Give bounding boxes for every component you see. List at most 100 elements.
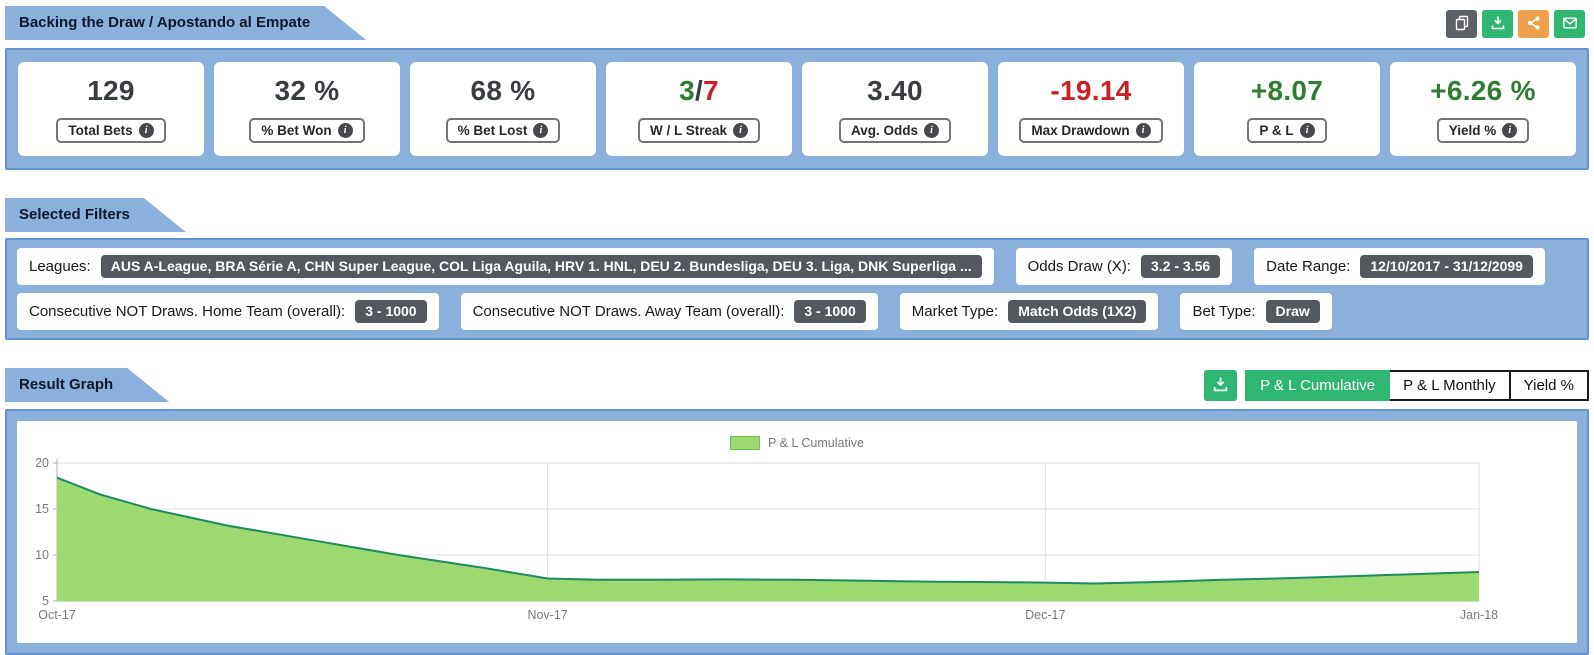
stat-label: % Bet Lost <box>457 123 528 138</box>
info-icon[interactable]: i <box>533 123 549 138</box>
filter-label: Consecutive NOT Draws. Home Team (overal… <box>29 303 346 320</box>
filter-consecutive-not-draws-away: Consecutive NOT Draws. Away Team (overal… <box>460 293 878 330</box>
filter-value-badge: 3 - 1000 <box>794 299 866 324</box>
share-icon <box>1526 15 1542 34</box>
filter-value-badge: 12/10/2017 - 31/12/2099 <box>1360 254 1533 279</box>
share-button[interactable] <box>1518 10 1549 38</box>
filter-value-badge: 3.2 - 3.56 <box>1140 254 1221 279</box>
header-actions <box>1446 10 1585 38</box>
filter-label: Odds Draw (X): <box>1027 258 1131 275</box>
svg-text:Oct-17: Oct-17 <box>38 608 76 622</box>
filter-value-badge: Draw <box>1265 299 1320 324</box>
filter-value-badge: AUS A-League, BRA Série A, CHN Super Lea… <box>100 254 982 279</box>
stat-card-total-bets: 129 Total Bets i <box>18 62 204 156</box>
info-icon[interactable]: i <box>1502 123 1518 138</box>
filter-bet-type: Bet Type: Draw <box>1180 293 1332 330</box>
svg-text:Jan-18: Jan-18 <box>1460 608 1498 622</box>
svg-text:5: 5 <box>42 594 49 608</box>
email-icon <box>1562 15 1578 34</box>
filters-band: Leagues: AUS A-League, BRA Série A, CHN … <box>5 238 1589 340</box>
svg-text:Dec-17: Dec-17 <box>1025 608 1065 622</box>
stat-label: W / L Streak <box>649 123 728 138</box>
tab-pnl-monthly[interactable]: P & L Monthly <box>1388 370 1511 401</box>
download-icon <box>1490 15 1506 34</box>
email-button[interactable] <box>1554 10 1585 38</box>
legend-label: P & L Cumulative <box>768 436 864 450</box>
filter-odds-draw: Odds Draw (X): 3.2 - 3.56 <box>1015 248 1233 285</box>
stat-label: Yield % <box>1448 123 1497 138</box>
filter-date-range: Date Range: 12/10/2017 - 31/12/2099 <box>1254 248 1545 285</box>
filter-label: Market Type: <box>911 303 999 320</box>
stat-value: 3/7 <box>679 75 719 107</box>
svg-text:Nov-17: Nov-17 <box>527 608 567 622</box>
filters-section-title: Selected Filters <box>5 198 186 232</box>
graph-download-button[interactable] <box>1204 370 1238 401</box>
info-icon[interactable]: i <box>733 123 749 138</box>
stat-label-pill[interactable]: Avg. Odds i <box>838 118 951 143</box>
legend-swatch <box>730 436 761 450</box>
stat-card-avg-odds: 3.40 Avg. Odds i <box>802 62 988 156</box>
stat-card-pct-bet-won: 32 % % Bet Won i <box>214 62 400 156</box>
stat-card-wl-streak: 3/7 W / L Streak i <box>606 62 792 156</box>
stat-card-pnl: +8.07 P & L i <box>1194 62 1380 156</box>
stat-label-pill[interactable]: Yield % i <box>1436 118 1530 143</box>
filter-consecutive-not-draws-home: Consecutive NOT Draws. Home Team (overal… <box>17 293 439 330</box>
stat-label-pill[interactable]: W / L Streak i <box>637 118 761 143</box>
stat-value: 129 <box>87 75 135 106</box>
chart-legend: P & L Cumulative <box>27 431 1567 455</box>
filters-section: Selected Filters Leagues: AUS A-League, … <box>5 198 1589 340</box>
stat-card-yield: +6.26 % Yield % i <box>1390 62 1576 156</box>
stat-value: -19.14 <box>1050 75 1132 106</box>
filters-row-1: Leagues: AUS A-League, BRA Série A, CHN … <box>17 248 1577 285</box>
tab-pnl-cumulative[interactable]: P & L Cumulative <box>1245 370 1391 401</box>
stat-value: +8.07 <box>1250 75 1324 106</box>
stat-label: Max Drawdown <box>1031 123 1130 138</box>
filter-label: Bet Type: <box>1192 303 1256 320</box>
stat-label-pill[interactable]: % Bet Lost i <box>445 118 561 143</box>
copy-button[interactable] <box>1446 10 1477 38</box>
stat-card-pct-bet-lost: 68 % % Bet Lost i <box>410 62 596 156</box>
download-button[interactable] <box>1482 10 1513 38</box>
tab-yield-pct[interactable]: Yield % <box>1508 370 1589 401</box>
stat-label: Avg. Odds <box>850 123 918 138</box>
stat-label-pill[interactable]: Total Bets i <box>56 118 166 143</box>
info-icon[interactable]: i <box>924 123 939 138</box>
filter-leagues: Leagues: AUS A-League, BRA Série A, CHN … <box>17 248 994 285</box>
info-icon[interactable]: i <box>337 123 353 138</box>
streak-separator: / <box>694 75 704 106</box>
stat-label: P & L <box>1259 123 1294 138</box>
stat-value: 3.40 <box>867 75 923 106</box>
svg-text:10: 10 <box>35 548 49 562</box>
title-row: Backing the Draw / Apostando al Empate <box>5 6 1589 42</box>
page-title: Backing the Draw / Apostando al Empate <box>5 6 366 40</box>
stats-band: 129 Total Bets i 32 % % Bet Won i 68 % % B… <box>5 48 1589 170</box>
filters-row-2: Consecutive NOT Draws. Home Team (overal… <box>17 293 1577 330</box>
stat-value: 68 % <box>470 75 536 106</box>
graph-band: P & L Cumulative 5 10 15 20 Oct-17 Nov-17 Dec-… <box>5 409 1589 655</box>
chart-box: P & L Cumulative 5 10 15 20 Oct-17 Nov-17 Dec-… <box>17 421 1577 643</box>
stat-label-pill[interactable]: Max Drawdown i <box>1019 118 1163 143</box>
download-icon <box>1212 376 1229 396</box>
filter-value-badge: 3 - 1000 <box>355 299 427 324</box>
copy-icon <box>1454 15 1470 34</box>
stat-label: % Bet Won <box>261 123 332 138</box>
filter-value-badge: Match Odds (1X2) <box>1008 299 1147 324</box>
info-icon[interactable]: i <box>138 123 154 138</box>
graph-section-title: Result Graph <box>5 368 169 402</box>
graph-tabs: P & L Cumulative P & L Monthly Yield % <box>1245 370 1589 401</box>
info-icon[interactable]: i <box>1299 123 1315 138</box>
filter-label: Date Range: <box>1266 258 1351 275</box>
stat-label-pill[interactable]: % Bet Won i <box>249 118 365 143</box>
svg-text:20: 20 <box>35 456 49 470</box>
graph-controls: P & L Cumulative P & L Monthly Yield % <box>1204 370 1589 401</box>
stat-value: +6.26 % <box>1430 75 1536 106</box>
filter-label: Consecutive NOT Draws. Away Team (overal… <box>472 303 785 320</box>
info-icon[interactable]: i <box>1135 123 1151 138</box>
pnl-cumulative-chart[interactable]: 5 10 15 20 Oct-17 Nov-17 Dec-17 Jan-18 <box>27 455 1567 631</box>
stat-card-max-drawdown: -19.14 Max Drawdown i <box>998 62 1184 156</box>
stat-value: 32 % <box>274 75 340 106</box>
graph-header: Result Graph P & L Cumulative P & L Mont… <box>5 368 1589 404</box>
stat-label: Total Bets <box>68 123 133 138</box>
